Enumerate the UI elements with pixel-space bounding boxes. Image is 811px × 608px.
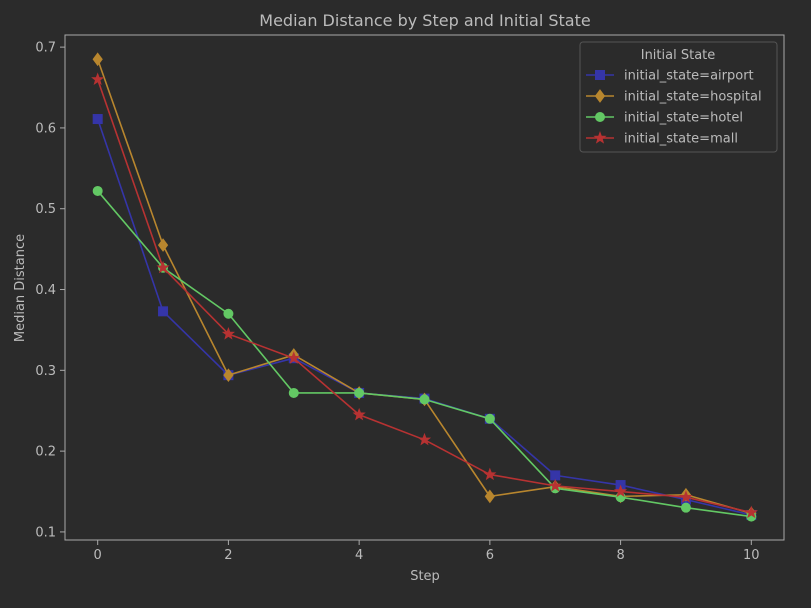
series-airport — [92, 114, 757, 520]
x-tick-label: 0 — [94, 548, 102, 563]
data-point-mall — [613, 484, 628, 498]
data-point-mall — [287, 351, 301, 364]
y-axis-label: Median Distance — [13, 234, 28, 342]
y-tick-label: 0.6 — [35, 121, 56, 136]
y-tick-label: 0.3 — [35, 364, 56, 379]
legend-label-airport: initial_state=airport — [624, 69, 754, 84]
x-tick-label: 2 — [224, 548, 232, 563]
y-tick-label: 0.4 — [35, 283, 56, 298]
legend-marker-mall — [593, 131, 607, 144]
x-axis: 0 2 4 6 8 10 — [94, 540, 760, 563]
x-tick-label: 6 — [486, 548, 494, 563]
data-point-hospital — [223, 368, 234, 383]
x-axis-label: Step — [410, 569, 440, 584]
plot-area-frame — [64, 34, 785, 541]
data-point-mall — [548, 478, 562, 492]
data-point-hotel — [419, 394, 430, 405]
legend: Initial State initial_state=airportiniti… — [579, 41, 778, 153]
y-tick-label: 0.5 — [35, 202, 56, 217]
data-point-hospital — [157, 238, 169, 252]
legend-item-hospital: initial_state=hospital — [586, 89, 762, 105]
legend-marker-hospital — [594, 89, 606, 103]
legend-label-mall: initial_state=mall — [624, 132, 738, 147]
legend-title: Initial State — [641, 48, 716, 63]
series-line-airport — [96, 118, 752, 516]
legend-marker-hotel — [595, 112, 605, 122]
data-point-mall — [417, 432, 432, 446]
data-point-hotel — [484, 413, 495, 424]
data-point-mall — [156, 260, 170, 274]
legend-item-airport: initial_state=airport — [586, 69, 754, 84]
y-tick-label: 0.7 — [35, 41, 56, 56]
data-point-hospital — [92, 52, 103, 67]
y-tick-label: 0.1 — [35, 525, 56, 540]
legend-marker-airport — [595, 70, 605, 80]
legend-item-mall: initial_state=mall — [586, 131, 738, 147]
chart-title: Median Distance by Step and Initial Stat… — [259, 11, 590, 30]
legend-item-hotel: initial_state=hotel — [586, 111, 743, 126]
data-point-hotel — [92, 185, 103, 196]
legend-label-hospital: initial_state=hospital — [624, 90, 762, 105]
data-point-mall — [91, 72, 105, 86]
data-point-airport — [92, 114, 103, 125]
data-point-mall — [679, 490, 693, 503]
data-point-mall — [744, 505, 758, 519]
y-axis: 0.1 0.2 0.3 0.4 0.5 0.6 0.7 — [35, 41, 65, 540]
data-point-airport — [158, 306, 169, 317]
data-point-hotel — [288, 387, 299, 398]
x-tick-label: 10 — [743, 548, 760, 563]
series-line-hotel — [97, 190, 752, 518]
data-point-mall — [352, 407, 366, 421]
data-point-mall — [221, 327, 236, 340]
series-layer — [91, 52, 758, 522]
x-tick-label: 8 — [616, 548, 624, 563]
legend-box — [579, 41, 778, 153]
data-point-airport — [550, 470, 561, 481]
data-point-hotel — [223, 308, 234, 319]
series-mall — [91, 72, 758, 519]
series-hotel — [92, 185, 757, 522]
data-point-hotel — [354, 387, 365, 398]
data-point-hotel — [680, 502, 691, 513]
data-point-mall — [483, 467, 497, 481]
legend-label-hotel: initial_state=hotel — [624, 111, 743, 126]
x-tick-label: 4 — [355, 548, 363, 563]
y-tick-label: 0.2 — [35, 445, 56, 460]
data-point-hospital — [484, 489, 495, 504]
